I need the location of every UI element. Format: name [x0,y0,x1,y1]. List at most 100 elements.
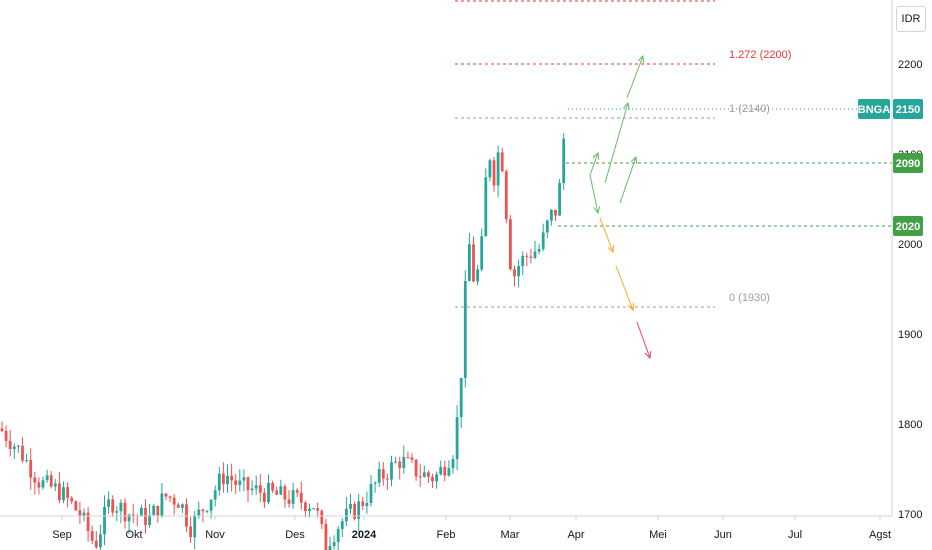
candle-body [4,430,8,441]
candle-body [394,461,397,463]
candle-body [168,496,172,498]
y-tick-label: 1800 [898,419,922,431]
candle-body [45,475,49,481]
candle-body [431,476,434,482]
candle-body [550,209,553,221]
candle-body [17,445,20,447]
fibonacci-levels: 2 (2350)1.618 (2270)1.272 (2200)1 (2140)… [455,0,892,308]
candle-body [201,509,205,512]
candle-body [468,244,471,282]
candle-body [291,490,295,504]
projection-arrow [636,321,651,359]
candle-body [242,477,246,481]
candle-body [213,490,217,500]
candle-body [66,487,69,498]
fib-level-label: 1 (2140) [729,103,770,115]
candle-body [140,508,143,517]
candle-body [94,540,98,548]
candle-body [320,510,324,524]
candle-body [193,515,197,538]
candle-body [123,502,127,522]
candle-body [267,482,270,503]
candle-body [107,499,110,507]
arrow-head [592,151,600,161]
candle-body [53,483,57,487]
candle-body [74,501,78,511]
candle-body [328,546,332,550]
projection-arrow [589,152,599,176]
candle-body [324,523,328,550]
candle-body [299,492,303,503]
candle-body [381,469,385,479]
x-tick-label: 2024 [352,529,377,541]
y-tick-label: 2200 [898,59,922,71]
candle-body [402,457,406,469]
candle-body [230,475,233,481]
candle-body [533,251,537,258]
candle-body [373,482,377,484]
candle-body [455,417,459,459]
candle-body [554,209,557,216]
projection-arrow [589,174,599,214]
candle-body [222,473,225,485]
x-tick-label: Jun [714,529,732,541]
candle-body [472,244,475,282]
candle-body [529,256,533,258]
fib-level-label: 0 (1930) [729,292,770,304]
candle-body [70,497,74,502]
candle-body [99,534,102,548]
candle-body [209,499,213,511]
candle-body [439,466,443,475]
ticker-tag [858,99,890,119]
fib-level-label: 1.272 (2200) [729,49,791,61]
candle-body [377,469,381,483]
arrow-head [627,302,635,312]
y-tick-labels: 1700180019002000210022002300 [898,59,922,521]
candle-body [398,461,402,469]
arrow-head [644,350,652,360]
y-tick-label: 1700 [898,509,922,521]
candle-body [463,281,467,378]
price-tag-label: 2090 [896,158,920,170]
candle-body [90,531,94,541]
y-tick-label: 1900 [898,329,922,341]
candle-body [275,490,279,495]
candle-body [410,457,414,460]
price-tag [893,153,923,173]
candle-body [484,177,488,237]
candle-body [197,509,201,516]
candle-body [427,472,430,477]
candle-body [336,529,340,543]
price-tag-label: 2020 [896,221,920,233]
ticker-label: BNGA [858,104,890,116]
candle-body [0,428,4,431]
projection-arrows [589,54,652,360]
candle-body [246,477,250,491]
candle-body [283,486,287,500]
x-tick-label: Nov [205,529,225,541]
candle-body [238,480,242,485]
candle-body [349,503,352,509]
candle-body [435,474,438,482]
candle-body [513,269,516,277]
candle-body [509,219,512,270]
projection-arrow [604,102,629,184]
candle-body [386,478,389,480]
candle-body [12,446,16,450]
x-tick-label: Apr [567,529,584,541]
x-tick-label: Okt [125,529,142,541]
currency-button[interactable]: IDR [896,6,926,32]
price-tag [893,99,923,119]
candle-body [332,542,336,547]
candle-body [160,493,164,516]
candle-body [250,488,254,491]
candle-body [357,501,361,519]
price-axis [0,0,893,517]
candle-body [480,236,484,270]
candle-body [185,504,188,527]
candle-body [345,508,348,522]
candle-body [205,510,209,512]
x-tick-label: Des [285,529,305,541]
candle-body [58,483,61,501]
